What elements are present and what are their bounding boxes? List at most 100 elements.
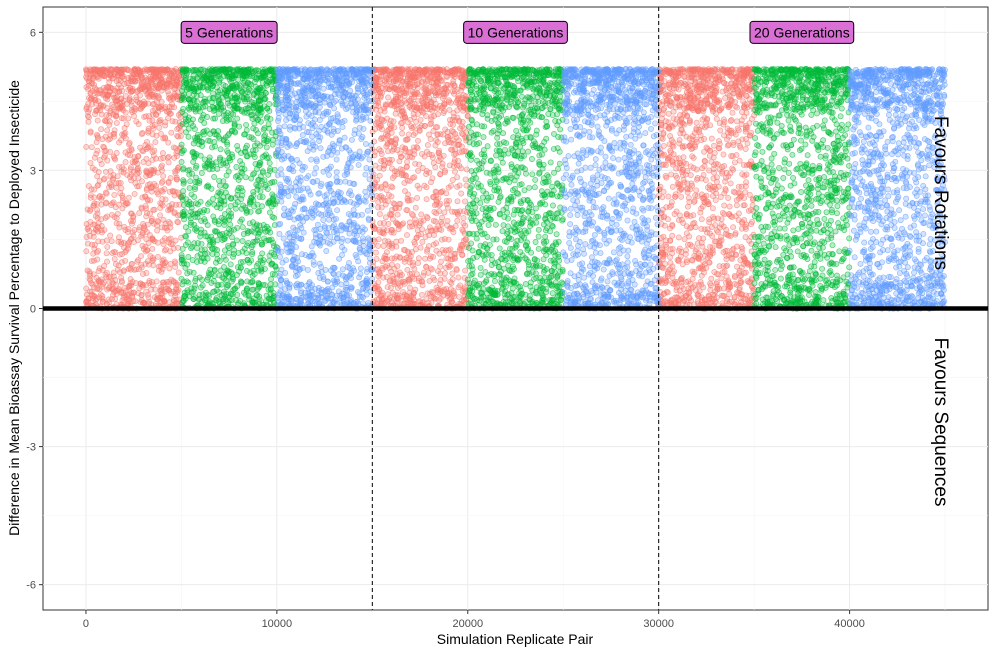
data-point xyxy=(166,240,171,245)
data-point xyxy=(684,114,689,119)
data-point xyxy=(423,256,428,261)
data-point xyxy=(179,142,184,147)
data-point xyxy=(734,119,739,124)
data-point xyxy=(721,117,726,122)
data-point xyxy=(677,82,682,87)
data-point xyxy=(716,145,721,150)
data-point xyxy=(375,285,380,290)
data-point xyxy=(268,286,273,291)
data-point xyxy=(386,192,391,197)
data-point xyxy=(228,262,233,267)
data-point xyxy=(187,172,192,177)
data-point xyxy=(156,264,161,269)
data-point xyxy=(693,193,698,198)
data-point xyxy=(179,276,184,281)
data-point xyxy=(174,151,179,156)
data-point xyxy=(735,76,740,81)
data-point xyxy=(138,106,143,111)
data-point xyxy=(676,248,681,253)
data-point xyxy=(381,229,386,234)
data-point xyxy=(407,279,412,284)
data-point xyxy=(435,74,440,79)
data-point xyxy=(702,164,707,169)
data-point xyxy=(444,198,449,203)
data-point xyxy=(447,163,452,168)
data-point xyxy=(123,160,128,165)
data-point xyxy=(107,136,112,141)
data-point xyxy=(89,81,94,86)
data-point xyxy=(212,246,217,251)
data-point xyxy=(456,101,461,106)
data-point xyxy=(96,239,101,244)
data-point xyxy=(454,267,459,272)
data-point xyxy=(412,266,417,271)
data-point xyxy=(406,132,411,137)
data-point xyxy=(225,133,230,138)
data-point xyxy=(454,163,459,168)
data-point xyxy=(154,112,159,117)
data-point xyxy=(456,285,461,290)
data-point xyxy=(149,167,154,172)
data-point xyxy=(112,156,117,161)
data-point xyxy=(677,188,682,193)
data-point xyxy=(393,136,398,141)
data-point xyxy=(412,175,417,180)
data-point xyxy=(742,102,747,107)
data-point xyxy=(99,277,104,282)
data-point xyxy=(424,249,429,254)
data-point xyxy=(228,222,233,227)
data-point xyxy=(157,125,162,130)
data-point xyxy=(147,280,152,285)
data-point xyxy=(419,292,424,297)
data-point xyxy=(415,138,420,143)
data-point xyxy=(143,249,148,254)
data-point xyxy=(729,67,734,72)
data-point xyxy=(461,93,466,98)
data-point xyxy=(121,116,126,121)
data-point xyxy=(699,68,704,73)
data-point xyxy=(115,211,120,216)
data-point xyxy=(375,98,380,103)
data-point xyxy=(742,203,747,208)
data-point xyxy=(746,208,751,213)
data-point xyxy=(158,117,163,122)
data-point xyxy=(450,257,455,262)
data-point xyxy=(461,216,466,221)
data-point xyxy=(393,141,398,146)
data-point xyxy=(682,237,687,242)
data-point xyxy=(389,207,394,212)
data-point xyxy=(743,129,748,134)
data-point xyxy=(459,191,464,196)
data-point xyxy=(205,88,210,93)
data-point xyxy=(705,185,710,190)
data-point xyxy=(739,280,744,285)
data-point xyxy=(708,287,713,292)
data-point xyxy=(172,211,177,216)
data-point xyxy=(405,159,410,164)
data-point xyxy=(172,189,177,194)
data-point xyxy=(375,120,380,125)
data-point xyxy=(438,271,443,276)
data-point xyxy=(102,176,107,181)
data-point xyxy=(454,69,459,74)
data-point xyxy=(129,236,134,241)
data-point xyxy=(267,253,272,258)
data-point xyxy=(380,117,385,122)
data-point xyxy=(670,251,675,256)
data-point xyxy=(726,142,731,147)
data-point xyxy=(412,217,417,222)
data-point xyxy=(419,212,424,217)
data-point xyxy=(418,245,423,250)
data-point xyxy=(375,86,380,91)
data-point xyxy=(104,275,109,280)
data-point xyxy=(112,131,117,136)
data-point xyxy=(711,176,716,181)
data-point xyxy=(426,300,431,305)
data-point xyxy=(112,192,117,197)
data-point xyxy=(104,302,109,307)
data-point xyxy=(666,111,671,116)
data-point xyxy=(431,70,436,75)
data-point xyxy=(103,190,108,195)
data-point xyxy=(722,293,727,298)
data-point xyxy=(661,130,666,135)
